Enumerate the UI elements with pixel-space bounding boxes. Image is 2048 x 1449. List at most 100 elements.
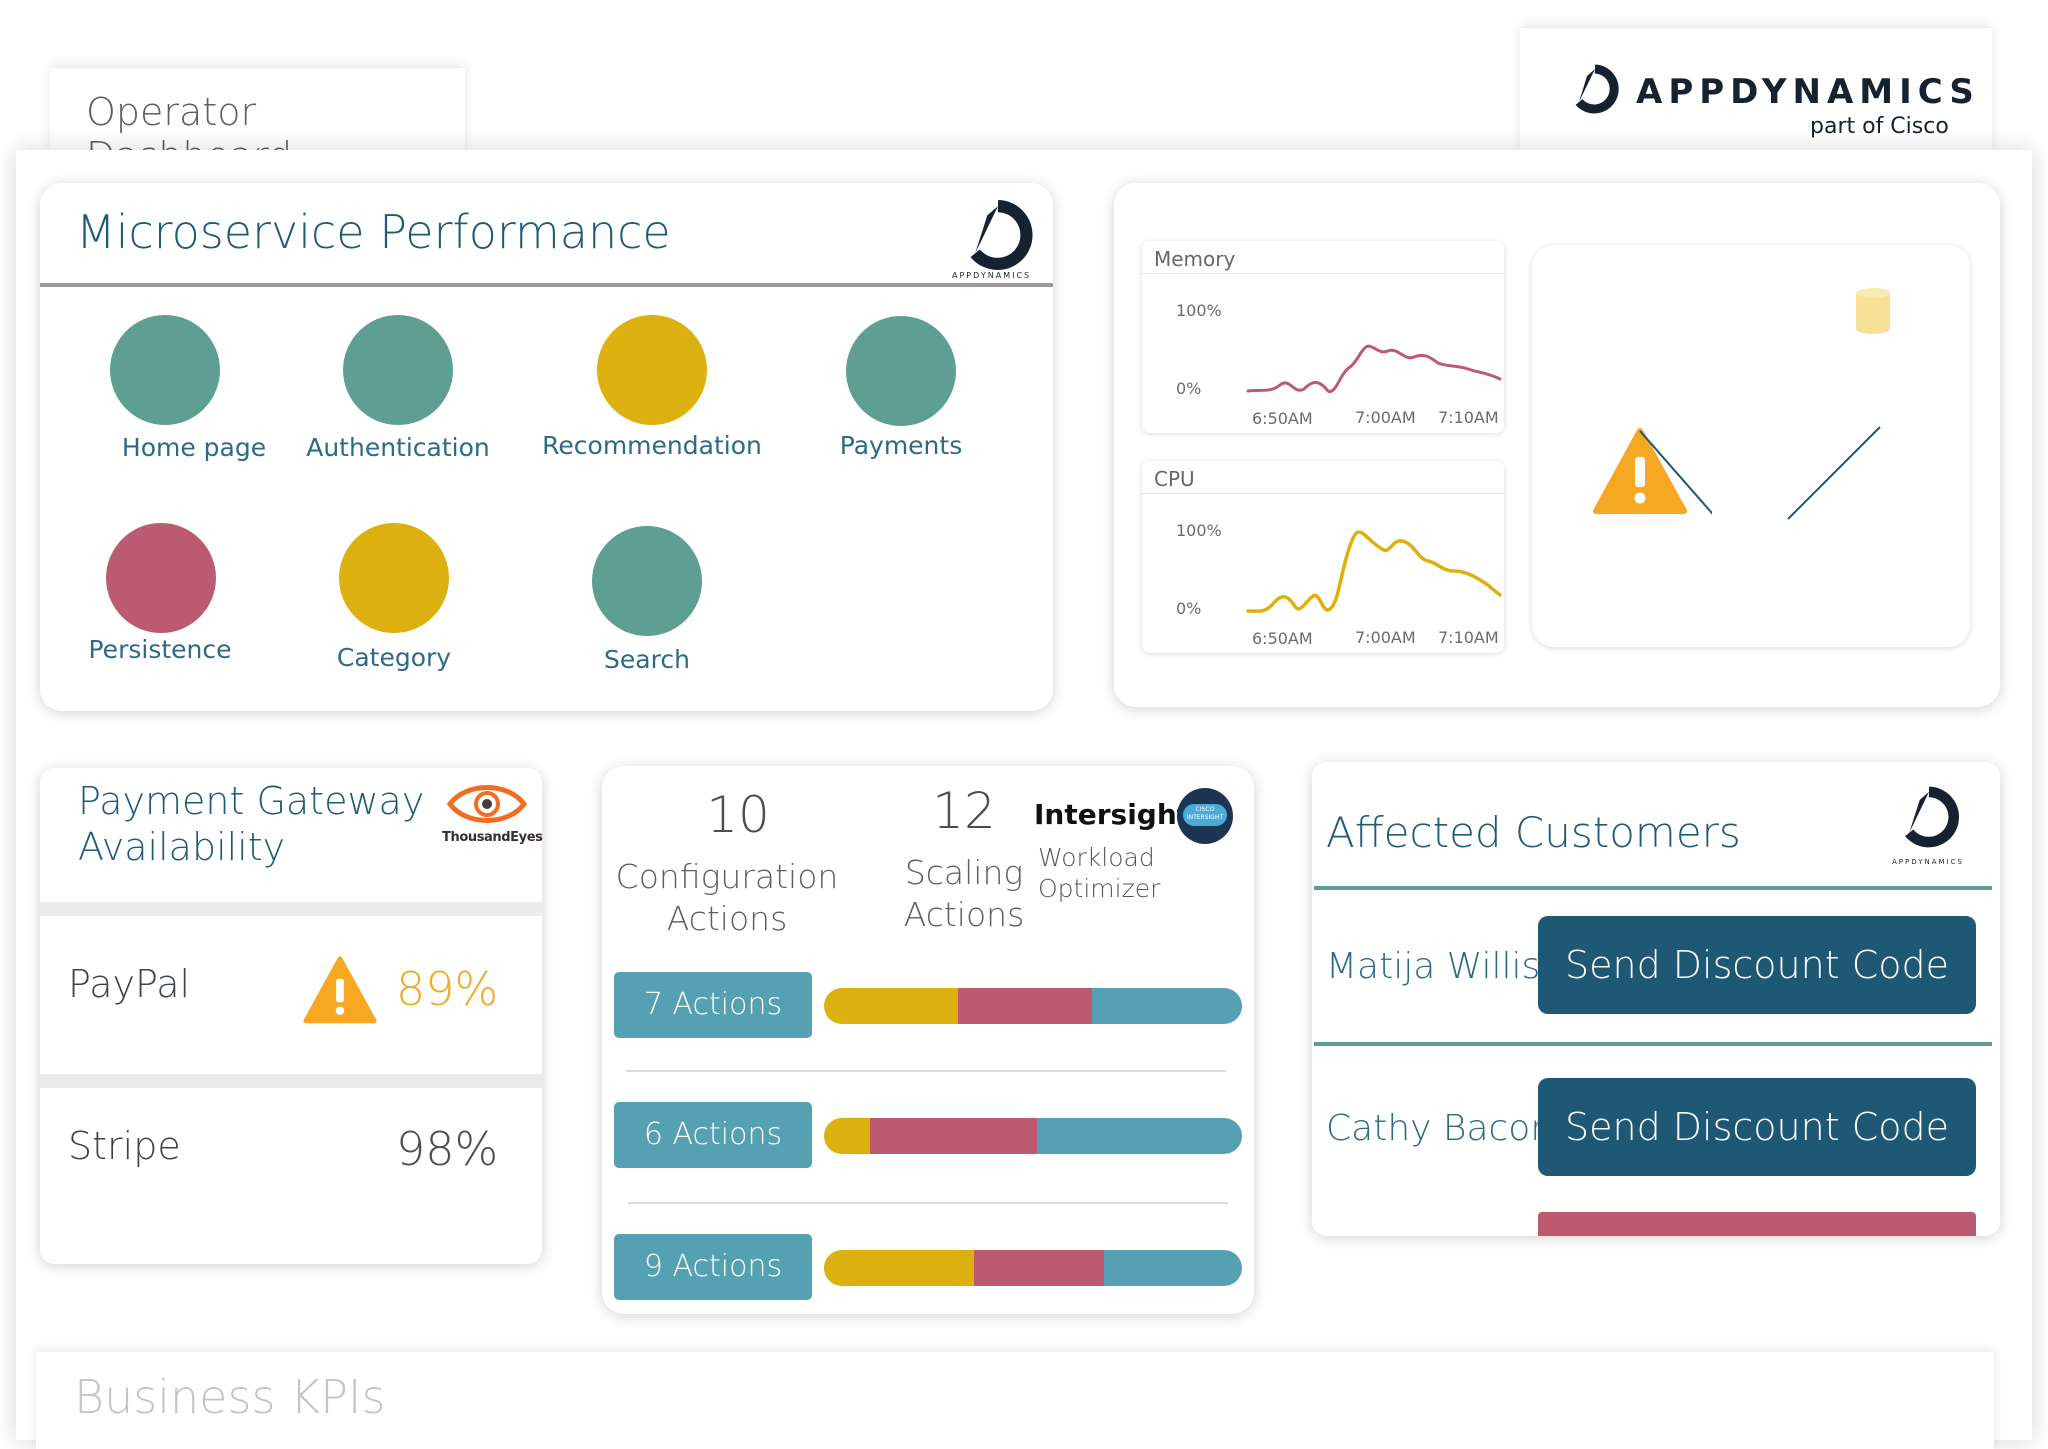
service-dot-authentication[interactable] — [343, 315, 453, 425]
appdynamics-logo-icon — [1575, 64, 1619, 114]
cpu-chart-divider — [1142, 493, 1504, 494]
affected-customers-card: Affected Customers APPDYNAMICS Matija Wi… — [1312, 762, 2000, 1236]
customers-row-rule — [1314, 1042, 1992, 1046]
memory-chart-title: Memory — [1154, 247, 1236, 271]
payment-header-divider — [40, 902, 542, 916]
title-divider — [40, 283, 1053, 287]
cpu-x-tick-1: 6:50AM — [1252, 629, 1313, 648]
service-dot-recommendation[interactable] — [597, 315, 707, 425]
intersight-subtitle-line1: Workload — [1038, 843, 1155, 872]
gateway-value-stripe: 98% — [396, 1122, 499, 1176]
actions-button-3[interactable]: 9 Actions — [614, 1234, 812, 1300]
payment-row-divider — [40, 1074, 542, 1088]
microservice-title: Microservice Performance — [76, 205, 671, 259]
customer-name-1: Matija Willis — [1326, 946, 1541, 987]
connection-line-right — [1787, 426, 1881, 520]
gateway-value-paypal: 89% — [396, 962, 499, 1016]
intersight-badge-text: CISCO INTERSIGHT — [1186, 806, 1224, 821]
appdynamics-customers-logo-icon — [1905, 786, 1959, 848]
service-dot-payments[interactable] — [846, 316, 956, 426]
service-dot-category[interactable] — [339, 523, 449, 633]
actions-bar-segment — [957, 988, 1092, 1024]
gateway-name-stripe: Stripe — [68, 1124, 181, 1168]
actions-bar-segment — [824, 1250, 975, 1286]
service-label-home-page: Home page — [121, 433, 267, 462]
memory-line — [1246, 344, 1502, 393]
service-label-category: Category — [336, 643, 452, 672]
payment-title-line2: Availability — [78, 825, 286, 869]
memory-x-tick-3: 7:10AM — [1438, 408, 1499, 427]
service-dot-search[interactable] — [592, 526, 702, 636]
actions-bar-segment — [974, 1250, 1105, 1286]
actions-button-1[interactable]: 7 Actions — [614, 972, 812, 1038]
customers-title: Affected Customers — [1326, 808, 1741, 857]
actions-bar-3 — [824, 1250, 1242, 1286]
memory-y-bottom: 0% — [1176, 379, 1202, 398]
actions-bar-segment — [1037, 1118, 1242, 1154]
intersight-logo-title: Intersight — [1034, 798, 1191, 831]
memory-x-tick-1: 6:50AM — [1252, 409, 1313, 428]
brand-subtitle: part of Cisco — [1810, 114, 1949, 139]
cpu-x-tick-2: 7:00AM — [1355, 628, 1416, 647]
service-label-persistence: Persistence — [88, 635, 232, 664]
actions-separator-2 — [628, 1202, 1228, 1204]
workload-optimizer-card: 10 Configuration Actions 12 Scaling Acti… — [602, 766, 1254, 1314]
brand-header: APPDYNAMICS part of Cisco — [1520, 28, 1992, 152]
intersight-badge-icon: CISCO INTERSIGHT — [1177, 788, 1233, 844]
service-dot-home-page[interactable] — [110, 315, 220, 425]
memory-x-tick-2: 7:00AM — [1355, 408, 1416, 427]
cpu-chart-title: CPU — [1154, 467, 1195, 491]
memory-chart-divider — [1142, 273, 1504, 274]
connection-line-left — [1639, 430, 1712, 515]
small-logo-text: APPDYNAMICS — [952, 271, 1032, 280]
actions-bar-1 — [824, 988, 1242, 1024]
scaling-actions-label-line1: Scaling — [904, 853, 1024, 892]
memory-y-top: 100% — [1176, 301, 1222, 320]
customers-title-rule — [1314, 886, 1992, 890]
payment-title-line1: Payment Gateway — [78, 779, 425, 823]
send-discount-button-2[interactable]: Send Discount Code — [1538, 1078, 1976, 1176]
scaling-actions-label-line2: Actions — [903, 895, 1025, 934]
actions-bar-segment — [1104, 1250, 1242, 1286]
actions-bar-segment — [1091, 988, 1242, 1024]
service-label-authentication: Authentication — [306, 433, 490, 462]
service-label-search: Search — [604, 645, 690, 674]
config-actions-label: Configuration Actions — [602, 856, 852, 940]
send-discount-button-1[interactable]: Send Discount Code — [1538, 916, 1976, 1014]
actions-button-2[interactable]: 6 Actions — [614, 1102, 812, 1168]
intersight-subtitle-line2: Optimizer — [1038, 874, 1161, 903]
cpu-x-tick-3: 7:10AM — [1438, 628, 1499, 647]
customer-name-2: Cathy Bacon — [1326, 1108, 1554, 1149]
customers-logo-text: APPDYNAMICS — [1892, 858, 1964, 866]
thousandeyes-eye-icon — [446, 785, 528, 823]
microservice-card: Microservice Performance APPDYNAMICS Hom… — [40, 183, 1053, 711]
actions-bar-segment — [869, 1118, 1038, 1154]
cpu-chart[interactable]: CPU 100% 0% 6:50AM 7:00AM 7:10AM — [1142, 461, 1504, 653]
config-actions-count: 10 — [706, 786, 770, 844]
config-actions-label-line2: Actions — [666, 899, 788, 938]
service-label-payments: Payments — [839, 431, 963, 460]
topology-panel[interactable] — [1532, 245, 1970, 647]
service-dot-persistence[interactable] — [106, 523, 216, 633]
paypal-warning-icon — [303, 956, 377, 1024]
metrics-card: Memory 100% 0% 6:50AM 7:00AM 7:10AM CPU … — [1114, 183, 2000, 707]
database-icon — [1856, 288, 1890, 334]
business-kpis-section[interactable]: Business KPIs — [36, 1352, 1994, 1449]
memory-chart[interactable]: Memory 100% 0% 6:50AM 7:00AM 7:10AM — [1142, 241, 1504, 433]
actions-bar-segment — [824, 988, 958, 1024]
config-actions-label-line1: Configuration — [615, 857, 839, 896]
dashboard-title: Operator Dashboard — [50, 68, 465, 178]
scaling-actions-count: 12 — [932, 782, 996, 840]
appdynamics-small-logo-icon — [970, 200, 1033, 270]
customer-row-3-partial — [1538, 1212, 1976, 1236]
actions-bar-2 — [824, 1118, 1242, 1154]
cpu-line — [1246, 530, 1502, 613]
actions-separator-1 — [626, 1070, 1226, 1072]
gateway-name-paypal: PayPal — [68, 962, 191, 1006]
payment-gateway-card: Payment Gateway Availability ThousandEye… — [40, 768, 543, 1264]
thousandeyes-logo-text: ThousandEyes — [442, 830, 543, 845]
cpu-y-top: 100% — [1176, 521, 1222, 540]
warning-triangle-icon — [1593, 428, 1687, 514]
brand-name: APPDYNAMICS — [1636, 72, 1980, 112]
service-label-recommendation: Recommendation — [542, 431, 762, 460]
